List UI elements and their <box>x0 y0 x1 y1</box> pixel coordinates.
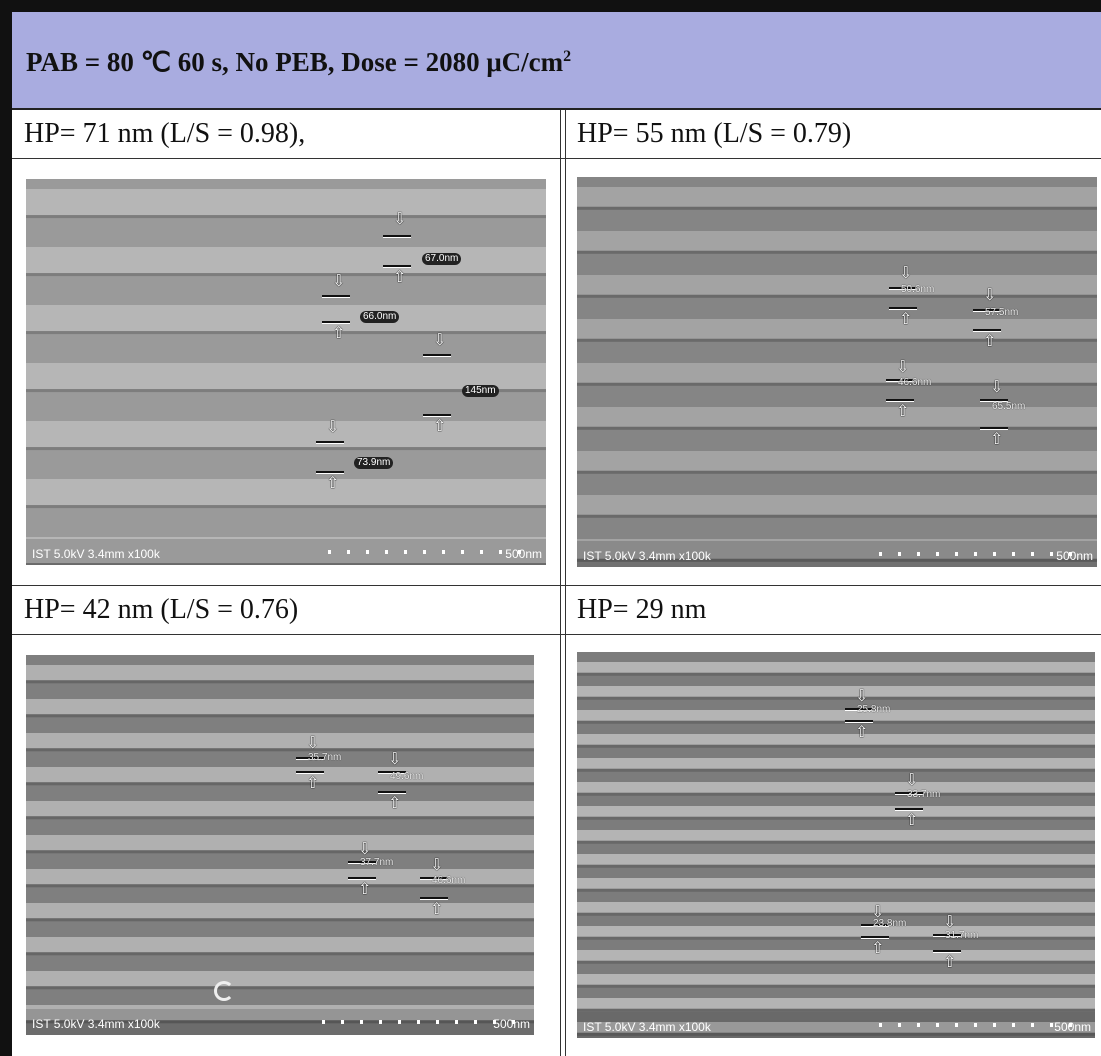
scale-dots <box>322 1011 531 1024</box>
measurement-label: 66.0nm <box>360 311 400 323</box>
measurement-marker: ⇩ ⇧ <box>973 287 1001 353</box>
measurement-marker: ⇩ ⇧ <box>889 265 917 327</box>
header-banner: PAB = 80 ℃ 60 s, No PEB, Dose = 2080 μC/… <box>12 12 1101 110</box>
header-title: PAB = 80 ℃ 60 s, No PEB, Dose = 2080 μC/… <box>26 47 572 77</box>
scale-bar-label: 500nm <box>505 547 542 561</box>
sem-texture <box>26 655 534 1035</box>
grid-line <box>12 634 1101 635</box>
measurement-label: 73.9nm <box>354 457 394 469</box>
measurement-label: 23.8nm <box>873 918 907 929</box>
measurement-label: 31.7nm <box>945 930 979 941</box>
scale-dots <box>879 543 1088 556</box>
sem-texture <box>577 652 1095 1038</box>
measurement-label: 49.6nm <box>390 771 424 782</box>
sem-image-hp71: IST 5.0kV 3.4mm x100k 500nm ⇩ ⇧ 67.0nm ⇩ ⇧… <box>26 179 546 565</box>
sem-image-hp42: IST 5.0kV 3.4mm x100k 500nm ⇩ ⇧ 35.7nm ⇩ ⇧… <box>26 655 534 1035</box>
measurement-marker: ⇩ ⇧ <box>895 772 923 834</box>
scale-bar-label: 500nm <box>1054 1020 1091 1034</box>
measurement-marker: ⇩ ⇧ <box>420 857 448 921</box>
measurement-marker: ⇩ ⇧ <box>933 914 961 976</box>
measurement-label: 25.8nm <box>857 704 891 715</box>
measurement-marker: ⇩ ⇧ <box>296 735 324 797</box>
measurement-marker: ⇩ ⇧ <box>378 751 406 817</box>
frame-border-left <box>0 0 12 1056</box>
measurement-marker: ⇩ ⇧ <box>861 904 889 964</box>
panel-label-hp55: HP= 55 nm (L/S = 0.79) <box>577 118 852 149</box>
particle-defect <box>214 981 234 1001</box>
measurement-marker: ⇩ ⇧ <box>316 419 344 491</box>
grid-line <box>12 585 1101 586</box>
measurement-marker: ⇩ ⇧ <box>423 332 451 434</box>
scale-dots <box>879 1014 1088 1027</box>
measurement-label: 57.5nm <box>985 307 1019 318</box>
measurement-marker: ⇩ ⇧ <box>886 359 914 421</box>
sem-image-hp29: IST 5.0kV 3.4mm x100k 500nm ⇩ ⇧ 25.8nm ⇩ ⇧… <box>577 652 1095 1038</box>
measurement-marker: ⇩ ⇧ <box>980 379 1008 451</box>
measurement-marker: ⇩ ⇧ <box>348 841 376 901</box>
panel-label-hp29: HP= 29 nm <box>577 594 707 625</box>
measurement-label: 145nm <box>462 385 499 397</box>
sem-image-hp55: IST 5.0kV 3.4mm x100k 500nm ⇩ ⇧ 50.6nm ⇩ ⇧… <box>577 177 1097 567</box>
sem-info-text: IST 5.0kV 3.4mm x100k <box>32 547 160 561</box>
title-superscript: 2 <box>563 48 572 65</box>
measurement-label: 65.5nm <box>992 401 1026 412</box>
sem-texture <box>26 179 546 565</box>
grid-divider <box>560 110 561 1056</box>
scale-dots <box>328 541 537 554</box>
sem-texture <box>577 177 1097 567</box>
measurement-label: 67.0nm <box>422 253 462 265</box>
scale-bar-label: 500nm <box>493 1017 530 1031</box>
sem-info-text: IST 5.0kV 3.4mm x100k <box>583 1020 711 1034</box>
frame-border-top <box>0 0 1101 12</box>
panel-label-hp71: HP= 71 nm (L/S = 0.98), <box>24 118 306 149</box>
measurement-label: 46.6nm <box>432 875 466 886</box>
sem-info-text: IST 5.0kV 3.4mm x100k <box>583 549 711 563</box>
panel-label-hp42: HP= 42 nm (L/S = 0.76) <box>24 594 299 625</box>
measurement-label: 46.6nm <box>898 377 932 388</box>
measurement-marker: ⇩ ⇧ <box>322 273 350 341</box>
grid-line <box>12 158 1101 159</box>
measurement-label: 50.6nm <box>901 284 935 295</box>
measurement-marker: ⇩ ⇧ <box>845 688 873 748</box>
grid-divider <box>565 110 566 1056</box>
sem-info-text: IST 5.0kV 3.4mm x100k <box>32 1017 160 1031</box>
measurement-label: 37.7nm <box>360 857 394 868</box>
measurement-label: 33.7nm <box>907 789 941 800</box>
measurement-marker: ⇩ ⇧ <box>383 211 411 285</box>
scale-bar-label: 500nm <box>1056 549 1093 563</box>
measurement-label: 35.7nm <box>308 752 342 763</box>
